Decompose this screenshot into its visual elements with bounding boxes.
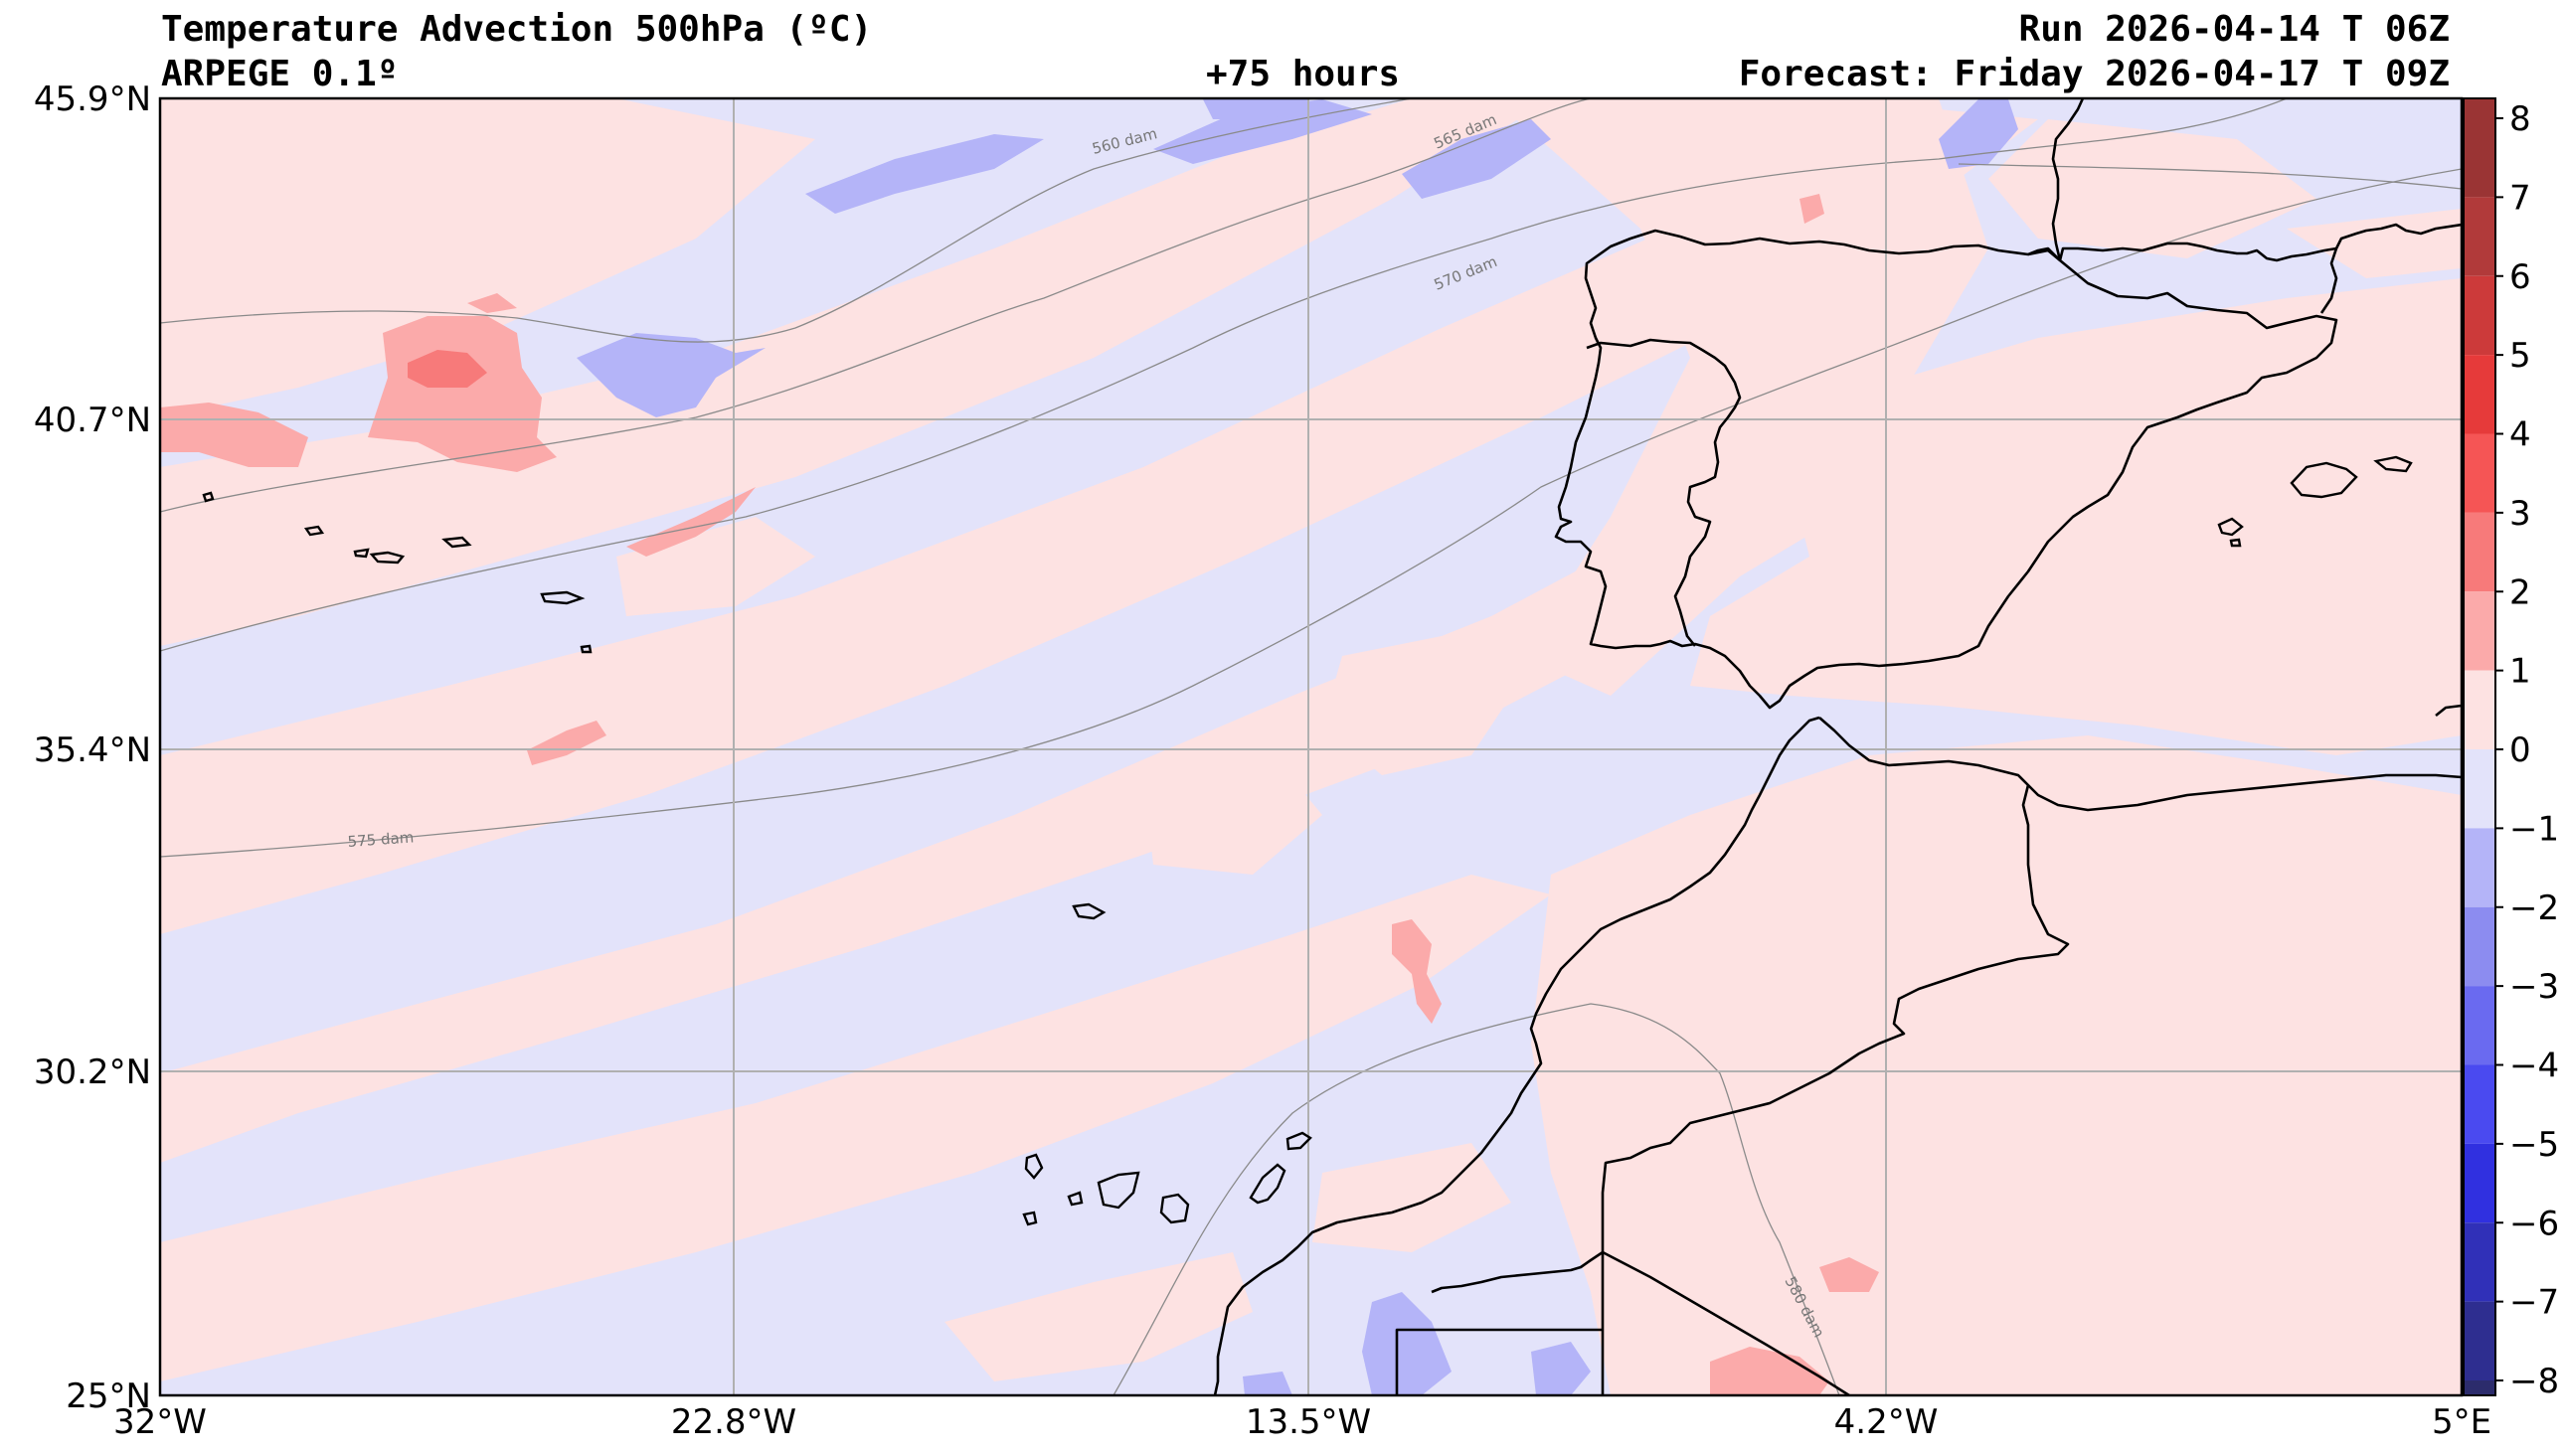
- colorbar-band: [2464, 433, 2495, 513]
- canary-island: [1024, 1153, 1044, 1180]
- warm-advection-cores: [160, 194, 1879, 1395]
- lon-label: 4.2°W: [1834, 1402, 1939, 1442]
- azores-island: [580, 644, 593, 654]
- colorbar-band: [2464, 1064, 2495, 1144]
- lat-label: 35.4°N: [34, 730, 151, 770]
- advection-map: 560 dam 565 dam 570 dam 575 dam 580 dam: [160, 98, 2462, 1395]
- colorbar-band: [2464, 1380, 2495, 1395]
- colorbar-band: [2464, 98, 2495, 198]
- colorbar-tick-label: 0: [2509, 730, 2531, 770]
- azores-island: [303, 525, 325, 537]
- colorbar: 8 7 6 5 4 3 2 1 0 −1 −2 −3 −4 −5 −6 −7 −8: [2463, 97, 2559, 1401]
- canary-island: [1249, 1163, 1286, 1205]
- portugal-border: [1586, 338, 1742, 647]
- canary-island: [1067, 1191, 1084, 1207]
- canary-island: [1022, 1211, 1038, 1226]
- eastern-iberia-continuation: [2319, 247, 2338, 314]
- colorbar-tick-label: −1: [2509, 809, 2559, 849]
- colorbar-band: [2464, 1143, 2495, 1223]
- north-africa-coastline: [1818, 717, 2462, 812]
- colorbar-band: [2464, 275, 2495, 356]
- morocco-algeria-border: [1431, 784, 2070, 1294]
- colorbar-tick-label: 5: [2509, 336, 2531, 376]
- lat-lon-grid: [160, 98, 2462, 1395]
- colorbar-tick-label: 6: [2509, 257, 2531, 297]
- lat-label: 45.9°N: [34, 80, 151, 119]
- menorca-island: [2373, 455, 2413, 473]
- colorbar-tick-label: −7: [2509, 1283, 2559, 1323]
- azores-island: [540, 590, 586, 605]
- colorbar-tick-label: −3: [2509, 967, 2559, 1007]
- canary-island: [1097, 1171, 1140, 1210]
- colorbar-tick-label: 8: [2509, 99, 2531, 139]
- forecast-label: Forecast: Friday 2026-04-17 T 09Z: [1738, 54, 2450, 94]
- morocco-atlantic-coast: [1213, 716, 1820, 1395]
- islands: [202, 455, 2413, 1226]
- contour-label-575: 575 dam: [347, 828, 415, 851]
- madeira-island: [1072, 902, 1107, 920]
- colorbar-band: [2464, 1301, 2495, 1380]
- colorbar-band: [2464, 512, 2495, 592]
- canary-island: [1159, 1193, 1190, 1224]
- colorbar-tick-label: 2: [2509, 572, 2531, 612]
- map-frame: [158, 96, 2464, 1397]
- azores-island: [441, 536, 472, 549]
- colorbar-band: [2464, 1222, 2495, 1302]
- colorbar-band: [2464, 986, 2495, 1065]
- longitude-labels: 32°W 22.8°W 13.5°W 4.2°W 5°E: [113, 1402, 2491, 1442]
- lon-label: 13.5°W: [1246, 1402, 1371, 1442]
- colorbar-tick-label: −4: [2509, 1047, 2559, 1086]
- azores-island: [202, 491, 215, 503]
- lon-label: 22.8°W: [671, 1402, 796, 1442]
- italy-coast-hint: [2435, 704, 2462, 718]
- colorbar-band: [2464, 670, 2495, 749]
- map-title: Temperature Advection 500hPa (ºC): [161, 9, 873, 50]
- colorbar-band: [2464, 591, 2495, 671]
- colorbar-tick-label: 3: [2509, 494, 2531, 534]
- colorbar-band: [2464, 197, 2495, 276]
- azores-island: [353, 548, 370, 559]
- run-label: Run 2026-04-14 T 06Z: [2018, 9, 2450, 50]
- bay-of-biscay-coast: [2027, 246, 2061, 261]
- colorbar-band: [2464, 749, 2495, 829]
- western-sahara-border: [1395, 1328, 1603, 1395]
- colorbar-band: [2464, 828, 2495, 907]
- lat-label: 40.7°N: [34, 401, 151, 440]
- geopotential-contours: [160, 98, 2462, 1395]
- colorbar-frame: [2463, 97, 2496, 1396]
- france-coastline: [2058, 223, 2462, 262]
- colorbar-tick-label: −6: [2509, 1204, 2559, 1243]
- lat-label: 25°N: [66, 1376, 151, 1416]
- coastlines: [1213, 98, 2462, 1395]
- lon-label: 5°E: [2432, 1402, 2491, 1442]
- lat-label: 30.2°N: [34, 1052, 151, 1092]
- colorbar-tick-label: −2: [2509, 889, 2559, 928]
- mallorca-island: [2290, 461, 2358, 499]
- canary-island: [1285, 1131, 1312, 1151]
- colorbar-tick-label: 7: [2509, 178, 2531, 218]
- formentera-island: [2229, 538, 2242, 548]
- lead-time-label: +75 hours: [1206, 54, 1401, 94]
- algeria-mauritania-border: [1602, 1250, 1850, 1395]
- colorbar-band: [2464, 355, 2495, 434]
- warm-advection-peak: [408, 350, 487, 388]
- lon-label: 32°W: [113, 1402, 207, 1442]
- azores-island: [369, 551, 406, 565]
- colorbar-tick-label: 1: [2509, 652, 2531, 692]
- colorbar-tick-label: 4: [2509, 415, 2531, 455]
- colorbar-tick-label: −8: [2509, 1362, 2559, 1401]
- latitude-labels: 45.9°N 40.7°N 35.4°N 30.2°N 25°N: [34, 80, 151, 1416]
- ibiza-island: [2217, 517, 2244, 537]
- model-label: ARPEGE 0.1º: [161, 54, 399, 94]
- france-west-coast: [2051, 98, 2085, 261]
- colorbar-tick-label: −5: [2509, 1125, 2559, 1165]
- colorbar-band: [2464, 906, 2495, 987]
